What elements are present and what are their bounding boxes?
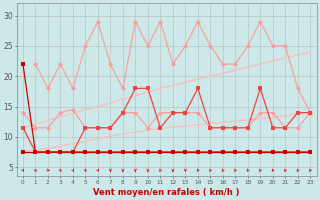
X-axis label: Vent moyen/en rafales ( km/h ): Vent moyen/en rafales ( km/h ) <box>93 188 240 197</box>
